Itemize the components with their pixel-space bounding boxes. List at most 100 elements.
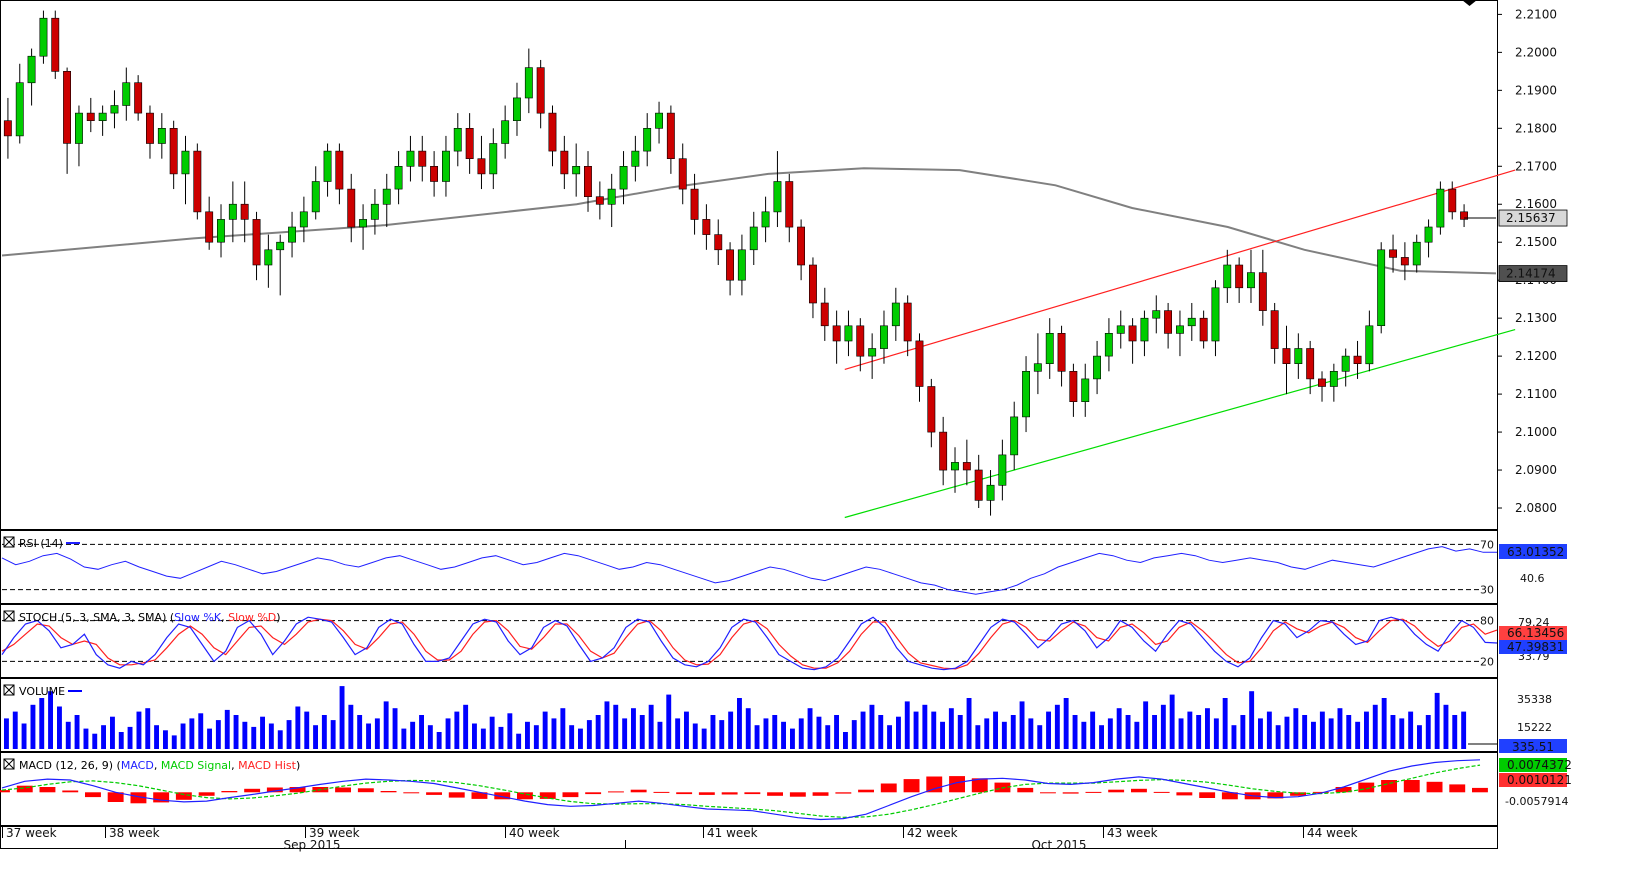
macd-line xyxy=(1,759,1481,821)
candle-body xyxy=(477,158,486,175)
candle-body xyxy=(1282,348,1291,364)
volume-header: VOLUME xyxy=(3,684,82,698)
rsi-line xyxy=(1,546,1497,595)
candle-body xyxy=(157,128,166,144)
volume-bar xyxy=(427,725,433,749)
time-axis: 37 week 38 week 39 week 40 week 41 week 42 we… xyxy=(2,826,1358,852)
candle-body xyxy=(808,264,817,304)
price-tick-label: 2.1600 xyxy=(1515,197,1557,211)
macd-hist-bar xyxy=(608,791,624,793)
candle-body xyxy=(690,188,699,220)
macd-hist-bar xyxy=(949,776,965,793)
volume-bar xyxy=(65,721,71,749)
candle-body xyxy=(1152,310,1161,319)
macd-header: MACD (12, 26, 9) (MACD, MACD Signal, MAC… xyxy=(3,758,300,772)
candle-body xyxy=(311,181,320,213)
candle-body xyxy=(986,484,995,501)
candle-body xyxy=(631,150,640,167)
volume-bar xyxy=(807,708,813,749)
candle-body xyxy=(27,55,36,84)
macd-hist-bar xyxy=(175,792,192,800)
volume-value: 335.51 xyxy=(1512,740,1554,754)
volume-bar xyxy=(1196,715,1202,749)
volume-bar xyxy=(366,723,371,749)
macd-hist-bar xyxy=(130,792,147,804)
collapse-box-icon-mark xyxy=(3,610,15,622)
macd-hist-bar xyxy=(1221,792,1238,800)
macd-hist-bar xyxy=(971,778,988,793)
volume-bar xyxy=(595,715,601,749)
stoch-slow-k-line xyxy=(1,616,1498,671)
volume-bar xyxy=(816,716,822,749)
volume-bar xyxy=(1046,711,1051,749)
volume-bar xyxy=(1081,721,1087,749)
moving-average-line xyxy=(1,167,1497,275)
volume-bar xyxy=(622,718,628,749)
candle-body xyxy=(205,211,214,243)
volume-bar xyxy=(887,725,892,749)
candle-body xyxy=(950,462,959,471)
candle-body xyxy=(915,340,924,387)
candle-body xyxy=(1270,310,1279,349)
last-price-label-box xyxy=(1498,209,1568,227)
candle-body xyxy=(1140,317,1149,342)
volume-bar xyxy=(4,718,9,749)
rsi-value-box xyxy=(1499,544,1567,559)
volume-bar xyxy=(604,701,610,749)
macd-hist-bar xyxy=(1290,792,1306,796)
rsi-axis-label: 40.6 xyxy=(1520,572,1545,585)
candle-body xyxy=(15,82,24,137)
volume-bar xyxy=(878,715,884,749)
candle-body xyxy=(1247,272,1255,289)
volume-bar xyxy=(1187,711,1193,749)
macd-hist-bar xyxy=(789,792,806,797)
price-tick-label: 2.1900 xyxy=(1515,83,1557,97)
lower-channel-line xyxy=(844,328,1516,519)
macd-legend-hist: MACD Hist xyxy=(238,759,297,772)
volume-bar xyxy=(260,716,265,749)
volume-bar xyxy=(745,708,751,749)
macd-value-box xyxy=(1499,758,1567,772)
volume-bar xyxy=(684,711,689,749)
volume-bar xyxy=(516,733,522,749)
volume-bar xyxy=(772,715,778,749)
candle-body xyxy=(607,188,616,205)
volume-bar xyxy=(648,704,654,749)
volume-bar xyxy=(1231,725,1237,749)
volume-bar xyxy=(578,728,583,749)
volume-bar xyxy=(401,728,407,749)
stoch-panel-frame xyxy=(0,604,1498,678)
macd-hist-bar xyxy=(335,787,351,793)
candle-body xyxy=(1199,317,1208,342)
macd-hist-bar xyxy=(1358,782,1375,793)
macd-hist-bar xyxy=(1040,792,1056,794)
scroll-marker-icon[interactable] xyxy=(1462,0,1477,6)
candle-body xyxy=(501,120,510,144)
candle-body xyxy=(797,226,806,266)
volume-bar xyxy=(851,720,857,749)
volume-bar xyxy=(127,726,133,749)
volume-bar xyxy=(12,711,18,749)
volume-bar xyxy=(463,704,469,749)
stoch-d-value: 66.13456 xyxy=(1507,626,1564,640)
candle-body xyxy=(856,325,865,357)
candle-body xyxy=(370,203,379,220)
volume-bar xyxy=(675,718,681,749)
macd-hist-bar xyxy=(880,783,897,793)
macd-hist-bar xyxy=(153,792,170,803)
macd-title-line: MACD (12, 26, 9) (MACD, MACD Signal, MAC… xyxy=(19,759,300,772)
volume-bar xyxy=(790,728,795,749)
volume-bar xyxy=(163,730,168,749)
price-tick-label: 2.1800 xyxy=(1515,121,1557,135)
candle-body xyxy=(714,234,723,251)
volume-bar xyxy=(1372,704,1378,749)
volume-bar xyxy=(1319,711,1325,749)
volume-bar xyxy=(931,711,937,749)
volume-bar xyxy=(295,706,301,749)
volume-bar xyxy=(1293,708,1299,749)
volume-bar xyxy=(993,711,998,749)
candle-body xyxy=(595,196,604,205)
volume-bar xyxy=(913,711,919,749)
candle-body xyxy=(181,150,190,175)
macd-hist-bar xyxy=(676,792,693,795)
